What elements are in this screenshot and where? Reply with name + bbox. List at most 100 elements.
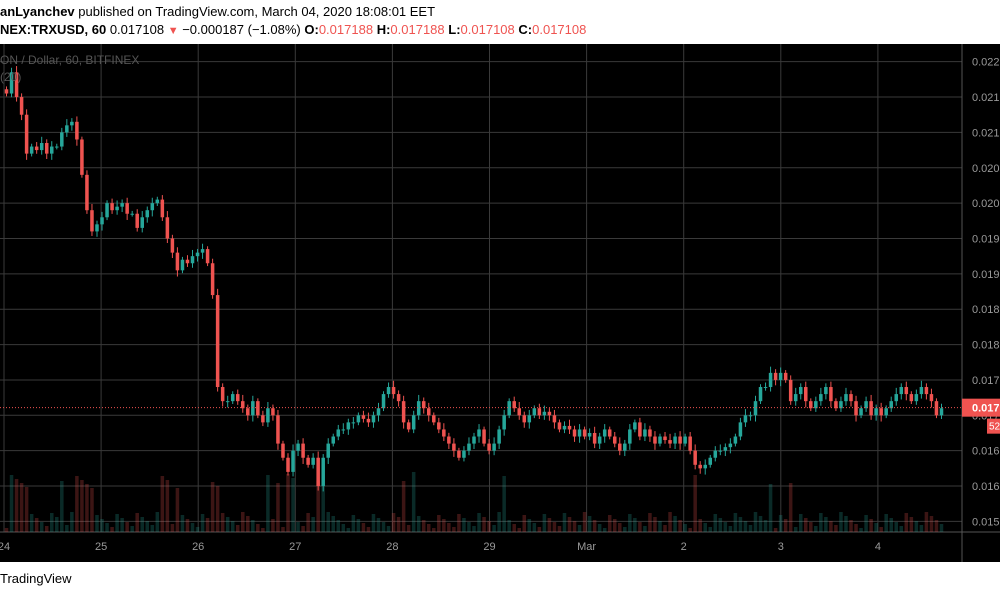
candle-body <box>859 408 863 416</box>
volume-bar <box>427 524 431 532</box>
candle-body <box>447 436 451 444</box>
volume-bar <box>713 514 718 532</box>
candle-body <box>497 429 501 444</box>
volume-bar <box>537 527 542 532</box>
volume-bar <box>582 512 587 532</box>
candle-body <box>190 256 195 264</box>
chart-area[interactable]: 0.022 0.021 0.021 0.020 0.020 0.019 0.019 0.018… <box>0 44 1000 562</box>
volume-bar <box>4 528 9 532</box>
candle-body <box>653 436 657 444</box>
volume-bar <box>889 518 893 532</box>
candle-body <box>356 415 361 423</box>
symbol-label[interactable]: NEX:TRXUSD, 60 <box>0 22 107 37</box>
candle-body <box>658 436 662 444</box>
publish-info: anLyanchev published on TradingView.com,… <box>0 4 435 19</box>
volume-bar <box>190 523 195 532</box>
volume-bar <box>416 516 421 532</box>
candle-body <box>235 394 240 402</box>
volume-bar <box>618 523 622 532</box>
y-tick-label: 0.020 <box>972 163 1000 175</box>
volume-bar <box>421 520 426 532</box>
candle-body <box>276 415 280 444</box>
legend-series: ON / Dollar, 60, BITFINEX <box>0 53 140 67</box>
candle-body <box>205 249 210 264</box>
candle-body <box>115 206 119 211</box>
volume-bar <box>447 523 451 532</box>
volume-bar <box>819 513 823 532</box>
candle-body <box>29 146 34 154</box>
volume-bar <box>9 475 14 532</box>
volume-bar <box>80 480 84 532</box>
volume-bar <box>110 527 114 532</box>
volume-bar <box>809 522 813 532</box>
volume-bar <box>281 527 285 532</box>
candle-body <box>195 252 200 257</box>
candle-body <box>612 436 617 444</box>
candle-body <box>271 408 275 416</box>
volume-bar <box>225 517 230 532</box>
candle-body <box>748 415 753 417</box>
volume-bar <box>366 527 371 532</box>
volume-bar <box>371 514 376 532</box>
candle-body <box>14 72 19 98</box>
candle-body <box>462 450 466 458</box>
author-name[interactable]: anLyanchev <box>0 4 75 19</box>
candle-body <box>230 394 235 402</box>
volume-bar <box>316 481 320 532</box>
volume-bar <box>924 512 929 532</box>
candle-body <box>170 238 175 253</box>
volume-bar <box>442 519 446 532</box>
candle-body <box>567 425 572 430</box>
volume-bar <box>381 522 386 532</box>
volume-bar <box>135 513 139 532</box>
candle-body <box>894 394 899 402</box>
candle-body <box>678 436 682 444</box>
candle-body <box>874 408 878 416</box>
volume-bar <box>804 518 808 532</box>
volume-bar <box>522 515 527 532</box>
volume-bar <box>326 512 330 532</box>
candle-body <box>919 387 924 395</box>
volume-bar <box>557 526 562 532</box>
volume-bar <box>29 514 34 532</box>
candle-body <box>804 387 808 402</box>
candle-body <box>783 372 788 380</box>
volume-bar <box>547 518 552 532</box>
volume-bar <box>758 516 763 532</box>
candle-body <box>763 387 768 389</box>
candle-body <box>577 429 582 437</box>
y-tick-label: 0.015 <box>972 516 1000 528</box>
candle-body <box>552 415 557 423</box>
y-tick-label: 0.021 <box>972 127 1000 139</box>
candlestick-chart[interactable]: 0.022 0.021 0.021 0.020 0.020 0.019 0.019 0.018… <box>0 44 1000 562</box>
volume-bar <box>849 520 853 532</box>
candle-body <box>55 146 59 148</box>
candle-body <box>733 436 738 444</box>
candle-body <box>145 210 150 218</box>
candle-body <box>180 259 185 271</box>
candle-body <box>85 174 89 211</box>
candle-body <box>673 436 677 444</box>
volume-bar <box>542 514 547 532</box>
candle-body <box>477 429 481 437</box>
volume-bar <box>698 519 702 532</box>
candle-body <box>120 203 124 207</box>
volume-bar <box>638 522 642 532</box>
candle-body <box>95 224 99 232</box>
published-text: published on TradingView.com, March 04, … <box>74 4 436 19</box>
volume-bar <box>60 481 64 532</box>
volume-bar <box>65 525 69 532</box>
volume-bar <box>220 513 225 532</box>
volume-bar <box>210 482 215 532</box>
candle-body <box>713 450 718 458</box>
volume-bar <box>874 523 878 532</box>
candle-body <box>728 443 733 448</box>
volume-bar <box>376 518 381 532</box>
volume-bar <box>834 525 838 532</box>
price-label-box <box>962 398 1000 417</box>
volume-bar <box>919 525 924 532</box>
volume-bar <box>648 513 652 532</box>
candle-body <box>452 443 456 451</box>
x-tick-label: 4 <box>875 541 881 553</box>
candle-body <box>215 295 220 388</box>
